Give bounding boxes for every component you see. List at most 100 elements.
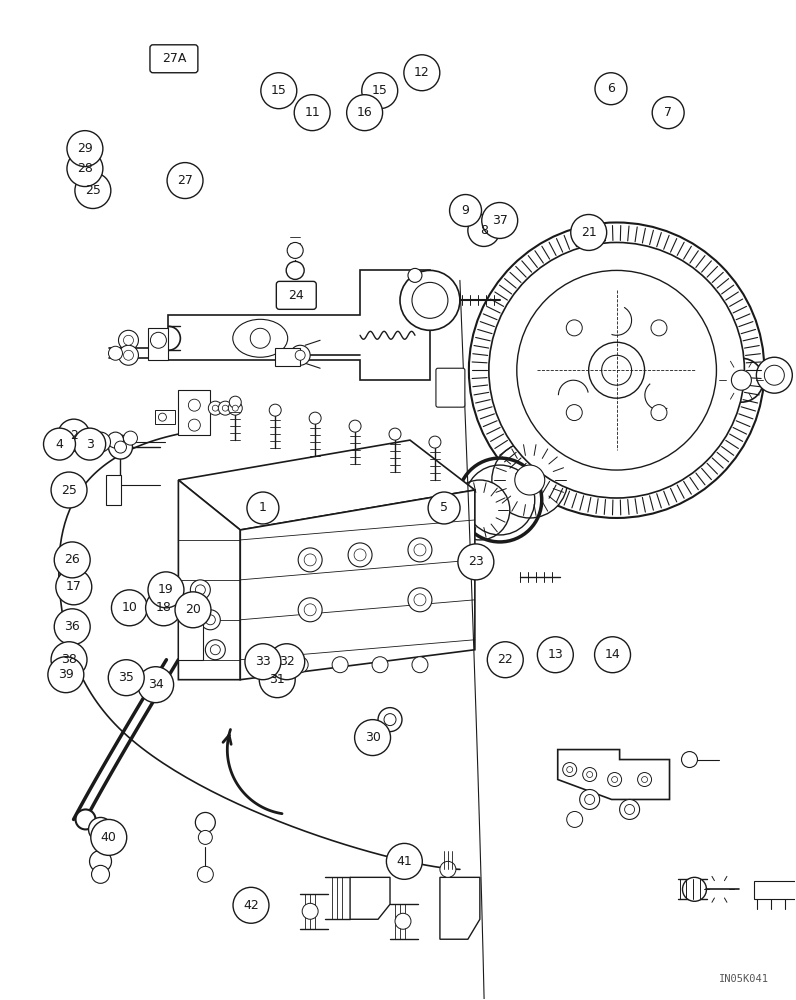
Circle shape [269,644,305,680]
Circle shape [54,542,90,578]
Circle shape [89,850,111,872]
Text: 28: 28 [77,162,93,175]
Circle shape [108,346,123,360]
Text: IN05K041: IN05K041 [720,974,770,984]
Circle shape [414,594,426,606]
Circle shape [195,812,216,832]
Circle shape [269,404,281,416]
Circle shape [302,903,318,919]
Circle shape [346,95,383,131]
Circle shape [229,396,241,408]
Circle shape [587,772,593,778]
Text: 33: 33 [255,655,271,668]
Circle shape [619,799,639,819]
Circle shape [291,345,310,365]
Circle shape [250,328,270,348]
Circle shape [91,819,127,855]
Bar [178,610,203,660]
Text: 25: 25 [61,484,77,497]
Text: 13: 13 [548,648,564,661]
Circle shape [354,549,366,561]
Circle shape [44,428,76,460]
Text: 36: 36 [64,620,80,633]
Circle shape [201,610,220,630]
Circle shape [88,817,112,841]
Circle shape [167,163,203,199]
Circle shape [429,436,441,448]
Circle shape [566,320,582,336]
Circle shape [595,637,630,673]
Circle shape [386,843,423,879]
Text: 37: 37 [492,214,508,227]
Circle shape [205,640,225,660]
Circle shape [625,804,634,814]
Circle shape [579,789,599,809]
Circle shape [76,809,96,829]
Text: 38: 38 [61,653,77,666]
Circle shape [595,73,627,105]
Circle shape [245,644,281,680]
Text: 1: 1 [259,501,267,514]
Circle shape [252,657,268,673]
Circle shape [209,401,222,415]
Circle shape [304,554,316,566]
Text: 20: 20 [185,603,201,616]
Circle shape [384,714,396,726]
Circle shape [292,657,308,673]
Text: 29: 29 [77,142,93,155]
Circle shape [175,592,211,628]
Text: 5: 5 [440,501,448,514]
Bar [148,328,169,360]
Text: 27A: 27A [162,52,186,65]
Circle shape [119,330,139,350]
Circle shape [571,214,607,250]
Text: 7: 7 [664,106,672,119]
Circle shape [190,580,210,600]
FancyBboxPatch shape [276,281,316,309]
Circle shape [232,405,238,411]
Circle shape [51,472,87,508]
Text: 25: 25 [85,184,101,197]
Text: 41: 41 [396,855,412,868]
Circle shape [119,345,139,365]
Circle shape [482,203,517,238]
Circle shape [585,794,595,804]
Circle shape [228,401,242,415]
Text: 21: 21 [581,226,596,239]
Circle shape [764,365,784,385]
Text: 10: 10 [122,601,138,614]
Circle shape [148,572,184,608]
Circle shape [469,222,764,518]
Polygon shape [178,480,240,680]
Circle shape [309,412,321,424]
Text: 22: 22 [498,653,513,666]
Text: 19: 19 [158,583,174,596]
Bar [106,475,122,505]
Circle shape [457,515,467,525]
Polygon shape [558,750,669,799]
Circle shape [450,508,474,532]
Polygon shape [350,877,390,919]
Circle shape [295,95,330,131]
Circle shape [682,877,707,901]
Circle shape [95,823,107,835]
Circle shape [756,357,792,393]
Circle shape [567,767,572,773]
FancyBboxPatch shape [150,45,198,73]
Circle shape [107,432,123,448]
Circle shape [412,282,448,318]
Circle shape [487,642,523,678]
Text: 42: 42 [243,899,259,912]
Circle shape [652,97,684,129]
Circle shape [372,657,388,673]
Text: 26: 26 [64,553,80,566]
Circle shape [681,752,697,768]
Circle shape [108,435,132,459]
Text: 12: 12 [414,66,430,79]
Circle shape [468,214,500,246]
Bar [178,390,210,435]
Circle shape [295,350,305,360]
Circle shape [298,598,322,622]
Circle shape [304,604,316,616]
Circle shape [440,861,456,877]
